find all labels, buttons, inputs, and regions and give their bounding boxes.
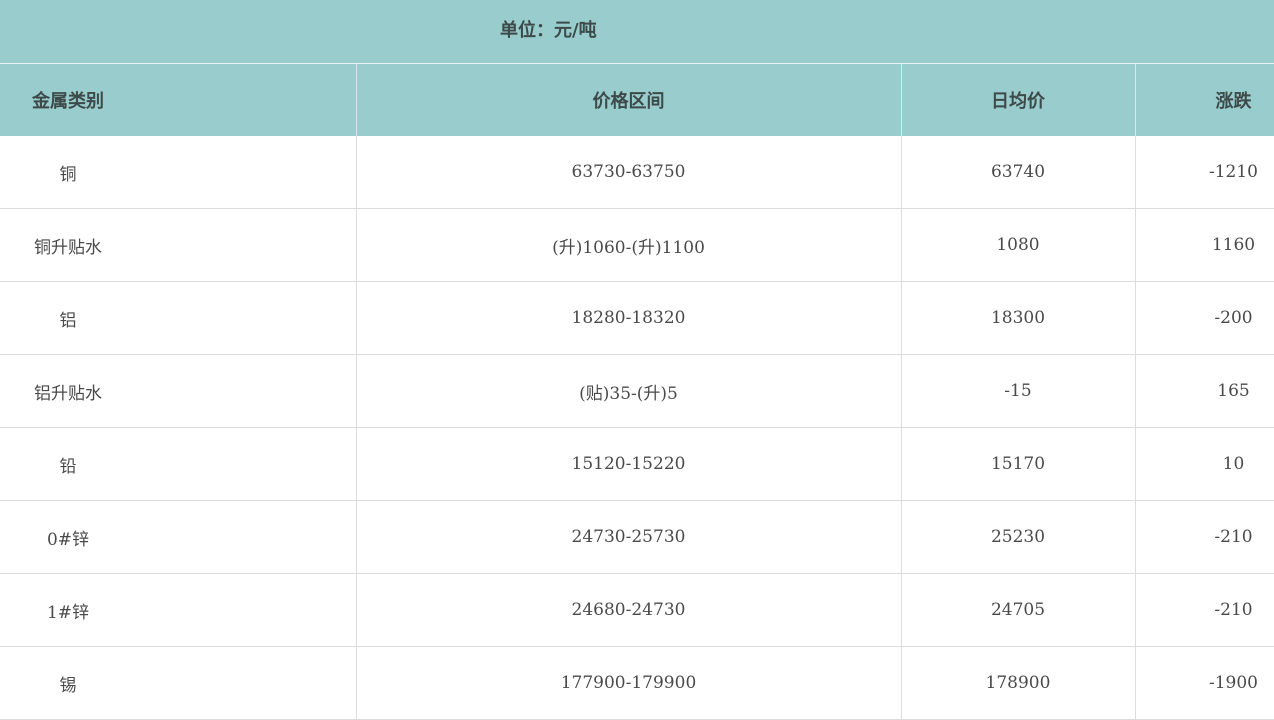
header-daily-average: 日均价 [901, 64, 1135, 137]
change-text: -210 [1136, 600, 1274, 620]
change-text: -1900 [1136, 673, 1274, 693]
change-text: -210 [1136, 527, 1274, 547]
cell-price-range: (升)1060-(升)1100 [356, 209, 901, 282]
cell-metal-type: 铜升贴水 [0, 209, 356, 282]
cell-metal-type: 铅 [0, 428, 356, 501]
cell-daily-average: 24705 [901, 574, 1135, 647]
cell-price-range: 15120-15220 [356, 428, 901, 501]
cell-daily-average: 25230 [901, 501, 1135, 574]
cell-price-range: 18280-18320 [356, 282, 901, 355]
cell-metal-type: 铝 [0, 282, 356, 355]
metal-type-text: 1#锌 [0, 598, 136, 623]
cell-metal-type: 锡 [0, 647, 356, 720]
unit-label: 单位：元/吨 [500, 16, 597, 42]
cell-daily-average: 63740 [901, 136, 1135, 209]
cell-price-range: 24730-25730 [356, 501, 901, 574]
cell-change: 1160 [1135, 209, 1274, 282]
unit-row: 单位：元/吨 [0, 0, 1274, 64]
cell-price-range: 24680-24730 [356, 574, 901, 647]
header-row: 金属类别 价格区间 日均价 涨跌 [0, 64, 1274, 137]
change-text: 165 [1136, 381, 1274, 401]
metal-type-text: 铜 [0, 160, 136, 185]
cell-daily-average: -15 [901, 355, 1135, 428]
cell-metal-type: 1#锌 [0, 574, 356, 647]
cell-price-range: 63730-63750 [356, 136, 901, 209]
cell-change: -1900 [1135, 647, 1274, 720]
cell-metal-type: 铝升贴水 [0, 355, 356, 428]
cell-change: -200 [1135, 282, 1274, 355]
cell-daily-average: 15170 [901, 428, 1135, 501]
metal-type-text: 0#锌 [0, 525, 136, 550]
cell-daily-average: 178900 [901, 647, 1135, 720]
metal-type-text: 铝升贴水 [0, 379, 136, 404]
metal-type-text: 铜升贴水 [0, 233, 136, 258]
cell-change: -210 [1135, 501, 1274, 574]
change-text: -200 [1136, 308, 1274, 328]
metal-type-text: 铅 [0, 452, 136, 477]
header-change: 涨跌 [1135, 64, 1274, 137]
cell-price-range: (贴)35-(升)5 [356, 355, 901, 428]
metal-type-text: 锡 [0, 671, 136, 696]
cell-daily-average: 1080 [901, 209, 1135, 282]
header-metal-type: 金属类别 [0, 64, 356, 137]
cell-metal-type: 铜 [0, 136, 356, 209]
cell-change: -210 [1135, 574, 1274, 647]
cell-change: 10 [1135, 428, 1274, 501]
cell-price-range: 177900-179900 [356, 647, 901, 720]
change-text: 10 [1136, 454, 1274, 474]
cell-metal-type: 0#锌 [0, 501, 356, 574]
change-text: -1210 [1136, 162, 1274, 182]
metal-type-text: 铝 [0, 306, 136, 331]
cell-change: 165 [1135, 355, 1274, 428]
change-text: 1160 [1136, 235, 1274, 255]
cell-change: -1210 [1135, 136, 1274, 209]
header-price-range: 价格区间 [356, 64, 901, 137]
cell-daily-average: 18300 [901, 282, 1135, 355]
